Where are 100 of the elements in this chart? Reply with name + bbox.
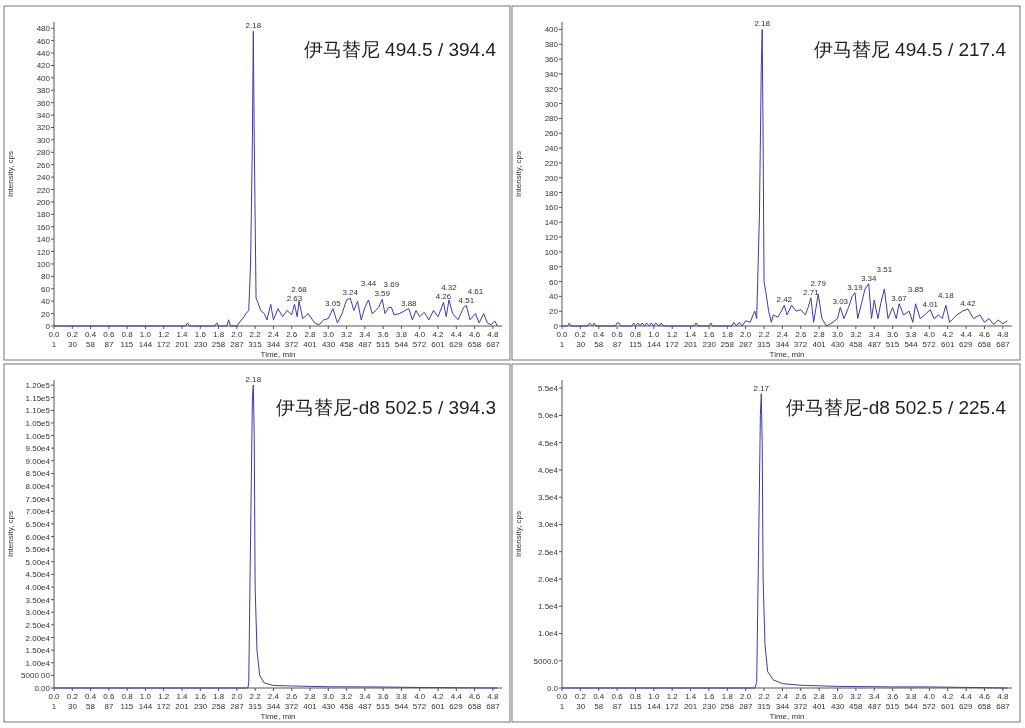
x2-tick-label: 372 xyxy=(793,340,808,349)
x-axis-title: Time, min xyxy=(769,712,805,721)
annotation: 3.88 xyxy=(400,298,418,308)
x-tick-label: 2.6 xyxy=(286,330,298,339)
line-series xyxy=(53,30,498,327)
annotation: 4.01 xyxy=(922,299,939,309)
y-tick-label: 160 xyxy=(544,203,559,213)
x2-tick-label: 487 xyxy=(358,702,373,711)
x-tick-label: 3.2 xyxy=(850,330,862,339)
x-tick-label: 0.2 xyxy=(66,692,79,701)
y-tick-label: 6.00e4 xyxy=(25,532,51,542)
y-tick-label: 4.5e4 xyxy=(537,438,559,448)
y-tick-label: 100 xyxy=(544,247,559,257)
x-tick-label: 4.6 xyxy=(469,692,481,701)
x2-tick-label: 115 xyxy=(120,340,134,349)
annotation: 3.03 xyxy=(832,297,849,307)
x2-tick-label: 258 xyxy=(720,340,735,349)
y-tick-label: 380 xyxy=(36,86,51,96)
x-tick-label: 1.6 xyxy=(194,692,207,701)
x-tick-label: 2.8 xyxy=(304,692,317,701)
x2-tick-label: 629 xyxy=(959,340,973,349)
x-tick-label: 1.8 xyxy=(721,692,734,701)
y-tick-label: 420 xyxy=(36,61,51,71)
x2-tick-label: 58 xyxy=(86,340,96,349)
x2-tick-label: 115 xyxy=(628,340,643,349)
x2-tick-label: 601 xyxy=(431,340,446,349)
y-tick-label: 0 xyxy=(553,322,559,331)
x-tick-label: 4.0 xyxy=(414,330,426,339)
x2-tick-label: 601 xyxy=(941,340,955,349)
x2-tick-label: 572 xyxy=(412,702,427,711)
y-tick-label: 9.50e4 xyxy=(25,444,51,454)
annotation: 2.68 xyxy=(291,285,308,295)
x2-tick-label: 401 xyxy=(303,340,318,349)
annotation: 3.85 xyxy=(907,284,924,294)
x2-tick-label: 515 xyxy=(376,702,391,711)
y-tick-label: 3.5e4 xyxy=(537,493,559,503)
x-tick-label: 3.4 xyxy=(868,692,881,701)
y-tick-label: 240 xyxy=(544,144,559,154)
x2-tick-label: 201 xyxy=(683,702,698,711)
x-tick-label: 4.6 xyxy=(469,330,481,339)
x2-tick-label: 487 xyxy=(358,340,373,349)
y-tick-label: 160 xyxy=(36,222,51,232)
x2-tick-label: 201 xyxy=(683,340,698,349)
x-tick-label: 3.0 xyxy=(831,330,844,339)
x-tick-label: 0.6 xyxy=(611,330,624,339)
x-tick-label: 4.4 xyxy=(960,330,973,339)
x-tick-label: 0.8 xyxy=(629,692,642,701)
x2-tick-label: 230 xyxy=(193,702,208,711)
y-tick-label: 120 xyxy=(544,233,559,243)
x2-tick-label: 87 xyxy=(612,340,623,349)
x-tick-label: 3.4 xyxy=(359,692,371,701)
annotation: 3.05 xyxy=(325,298,342,308)
x2-tick-label: 115 xyxy=(120,702,134,711)
x2-tick-label: 58 xyxy=(594,340,604,349)
x2-tick-label: 515 xyxy=(885,340,900,349)
y-tick-label: 1.00e4 xyxy=(25,658,51,668)
x-tick-label: 3.6 xyxy=(377,692,390,701)
x2-tick-label: 230 xyxy=(702,340,717,349)
x-tick-label: 1.6 xyxy=(703,692,716,701)
x-tick-label: 4.2 xyxy=(942,692,954,701)
x-tick-label: 1.0 xyxy=(648,330,660,339)
x-tick-label: 2.8 xyxy=(813,330,826,339)
y-tick-label: 80 xyxy=(41,272,51,282)
x-tick-label: 1.6 xyxy=(703,330,716,339)
x-tick-label: 4.4 xyxy=(960,692,973,701)
x2-tick-label: 315 xyxy=(757,702,772,711)
x-tick-label: 1.2 xyxy=(158,692,170,701)
x2-tick-label: 87 xyxy=(104,702,115,711)
y-tick-label: 280 xyxy=(36,148,51,158)
annotation: 3.19 xyxy=(847,282,864,292)
x-tick-label: 3.6 xyxy=(887,330,899,339)
x2-tick-label: 430 xyxy=(831,340,845,349)
x-tick-label: 1.4 xyxy=(685,692,697,701)
x2-tick-label: 30 xyxy=(68,702,78,711)
y-tick-label: 140 xyxy=(36,235,51,245)
x-tick-label: 3.2 xyxy=(341,330,353,339)
x-tick-label: 0.8 xyxy=(121,692,134,701)
y-tick-label: 260 xyxy=(36,160,51,170)
x-tick-label: 4.8 xyxy=(997,692,1009,701)
y-tick-label: 80 xyxy=(549,262,559,272)
x-tick-label: 4.8 xyxy=(487,692,499,701)
x2-tick-label: 658 xyxy=(977,340,992,349)
y-tick-label: 180 xyxy=(544,188,559,198)
y-tick-label: 400 xyxy=(544,25,559,35)
y-tick-label: 2.50e4 xyxy=(25,620,51,630)
x2-tick-label: 172 xyxy=(665,702,680,711)
y-tick-label: 8.00e4 xyxy=(25,482,51,492)
annotation: 伊马替尼 494.5 / 217.4 xyxy=(813,39,1007,60)
y-tick-label: 100 xyxy=(36,259,51,269)
annotation: 2.79 xyxy=(810,278,827,288)
y-tick-label: 360 xyxy=(36,98,51,108)
y-tick-label: 320 xyxy=(36,123,51,133)
line-series xyxy=(53,384,498,689)
x-axis-title: Time, min xyxy=(260,350,296,359)
y-tick-label: 6.50e4 xyxy=(25,519,51,529)
x-tick-label: 2.4 xyxy=(776,330,789,339)
x-tick-label: 2.8 xyxy=(813,692,826,701)
x2-tick-label: 144 xyxy=(138,340,153,349)
x-tick-label: 4.4 xyxy=(450,692,463,701)
y-tick-label: 2.0e4 xyxy=(537,574,559,584)
